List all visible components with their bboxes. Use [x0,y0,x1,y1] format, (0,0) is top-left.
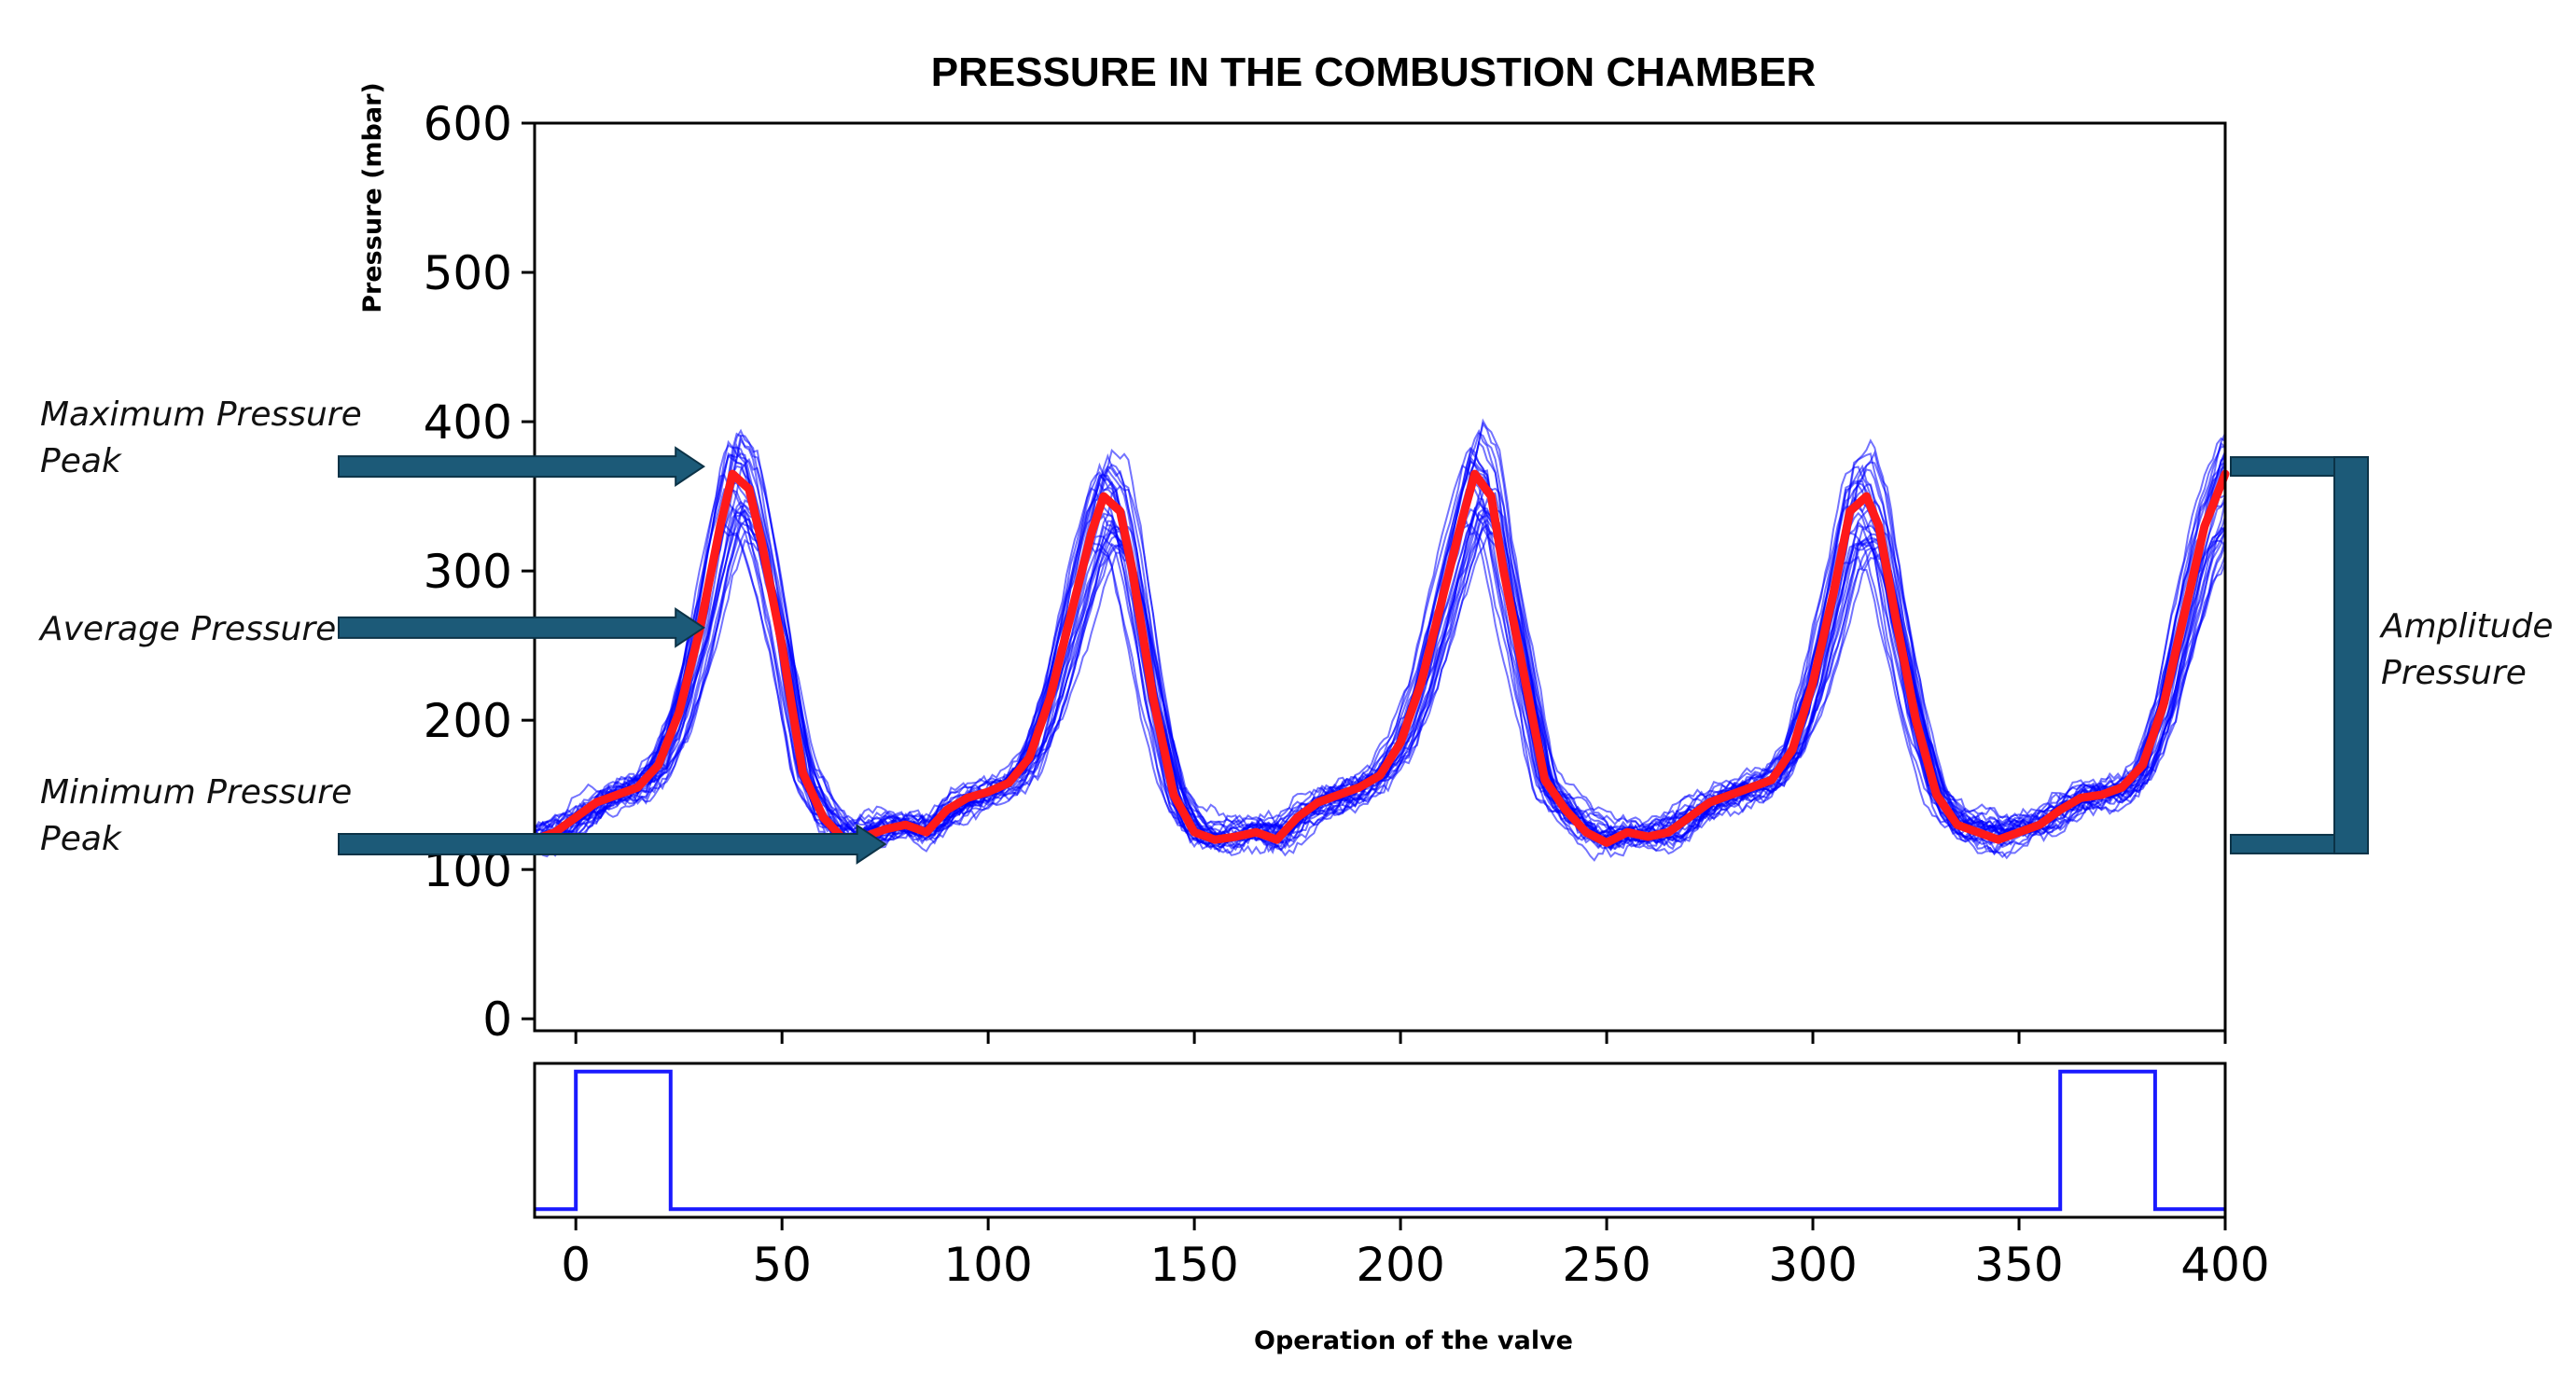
x-tick-label: 200 [1356,1238,1444,1292]
amplitude-bracket: Amplitude Pressure [2230,456,2553,854]
x-tick-label: 150 [1149,1238,1238,1292]
x-ticks: 0 50 100 150 200 250 300 350 400 [561,1031,2270,1292]
y-tick-label: 500 [424,246,512,300]
annotation-arrow-max [338,446,706,487]
amplitude-label: Amplitude [2379,607,2553,645]
annotation-label-min: Peak [40,820,123,858]
annotation-arrow-avg [338,607,706,648]
pulse-plot-frame [533,1062,2227,1219]
annotation-label-avg: Average Pressure [38,610,336,648]
y-tick-label: 600 [424,97,512,151]
individual-traces [534,418,2226,862]
annotation-arrow-min [338,824,887,865]
annotations: Maximum Pressure Peak Average Pressure Mini… [38,396,887,865]
y-tick-label: 300 [424,545,512,599]
annotation-label-min: Minimum Pressure [40,773,352,812]
y-tick-label: 200 [424,694,512,748]
x-tick-label: 0 [561,1238,591,1292]
valve-pulse-layer [535,1069,2225,1212]
x-tick-label: 400 [2180,1238,2269,1292]
x-tick-label: 300 [1768,1238,1857,1292]
x-tick-label: 50 [752,1238,812,1292]
x-tick-label: 250 [1562,1238,1650,1292]
average-series-layer [530,469,2230,847]
amplitude-label: Pressure [2381,654,2527,692]
y-axis-label: Pressure (mbar) [358,82,387,312]
main-plot-frame [533,121,2227,1033]
chart-title: PRESSURE IN THE COMBUSTION CHAMBER [931,49,1817,95]
x-axis-label: Operation of the valve [1254,1326,1573,1355]
amplitude-bracket-spine [2333,456,2369,854]
annotation-label-max: Peak [40,442,123,480]
y-tick-label: 400 [424,396,512,450]
x-tick-label: 100 [943,1238,1032,1292]
pressure-trace [534,497,2226,853]
average-pressure-line [530,469,2230,847]
x-tick-label: 350 [1974,1238,2063,1292]
annotation-label-max: Maximum Pressure [40,396,362,434]
valve-pulse-line [535,1069,2225,1212]
y-tick-label: 0 [482,992,512,1047]
